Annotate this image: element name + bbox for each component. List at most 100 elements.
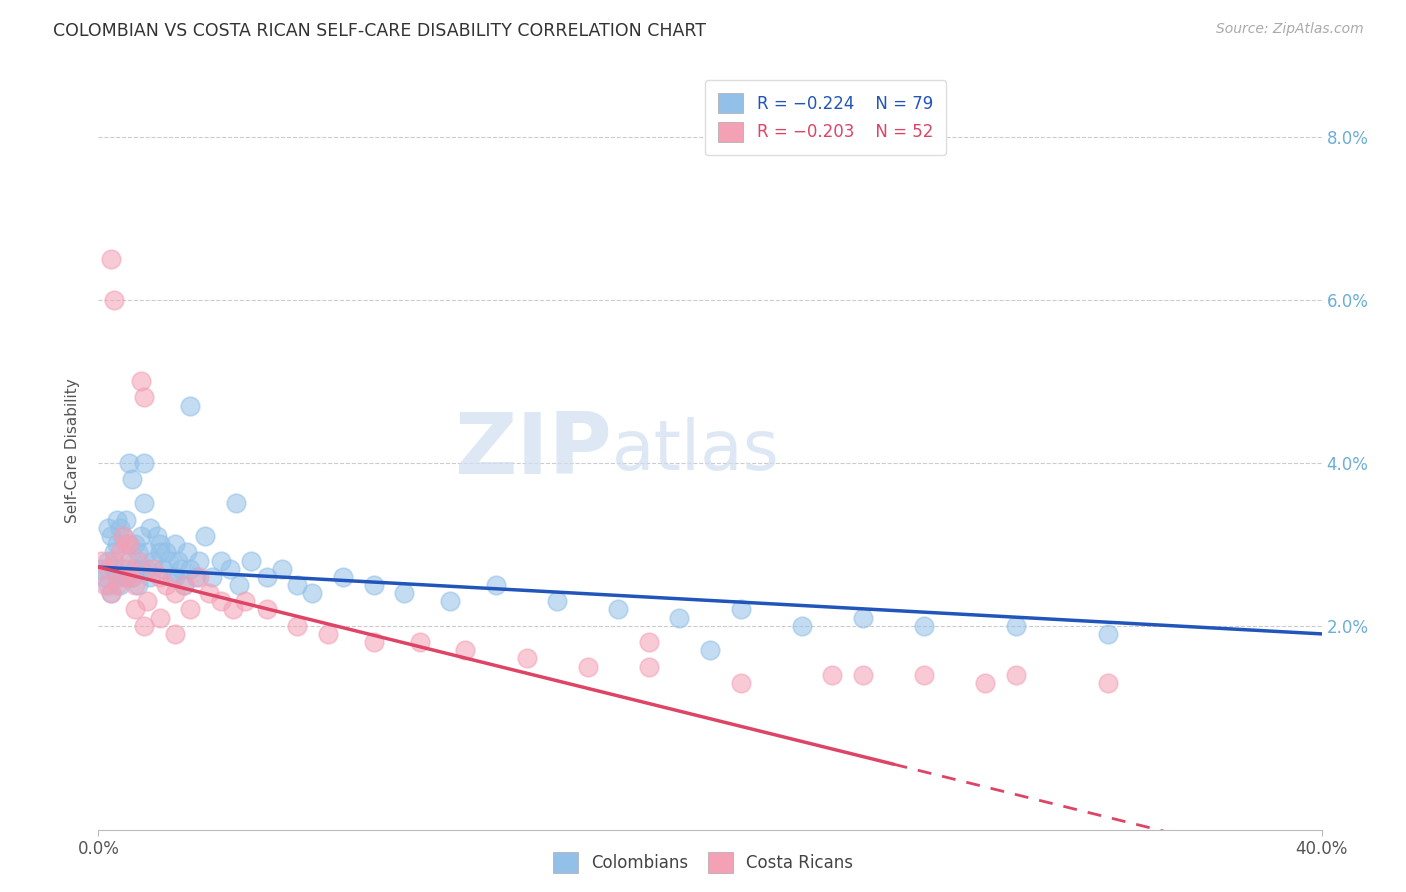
Point (134, 619, 156, 633)
Point (408, 635, 430, 649)
Point (316, 627, 339, 641)
Point (285, 578, 308, 592)
Point (149, 570, 172, 584)
Point (439, 594, 461, 608)
Point (699, 643, 721, 657)
Point (790, 619, 813, 633)
Point (121, 472, 143, 486)
Point (173, 578, 195, 592)
Point (576, 659, 599, 673)
Point (179, 562, 201, 576)
Y-axis label: Self-Care Disability: Self-Care Disability (65, 378, 80, 523)
Point (111, 570, 134, 584)
Point (179, 602, 201, 616)
Point (668, 610, 690, 624)
Point (103, 553, 125, 567)
Point (105, 570, 128, 584)
Point (108, 545, 131, 559)
Point (285, 619, 308, 633)
Point (129, 529, 152, 543)
Point (118, 456, 141, 470)
Point (1004, 667, 1026, 681)
Point (136, 562, 159, 576)
Text: ZIP: ZIP (454, 409, 612, 492)
Point (1097, 675, 1119, 690)
Point (105, 578, 128, 592)
Point (108, 521, 131, 535)
Point (100, 586, 122, 600)
Point (111, 529, 134, 543)
Point (546, 594, 568, 608)
Point (392, 586, 416, 600)
Point (225, 496, 247, 510)
Point (124, 602, 146, 616)
Point (912, 667, 935, 681)
Point (118, 553, 141, 567)
Point (97, 521, 120, 535)
Point (142, 562, 165, 576)
Point (852, 667, 875, 681)
Point (97, 562, 120, 576)
Point (637, 635, 661, 649)
Point (163, 586, 186, 600)
Point (200, 570, 222, 584)
Point (852, 610, 875, 624)
Point (121, 570, 143, 584)
Point (121, 570, 143, 584)
Point (124, 578, 146, 592)
Point (256, 602, 278, 616)
Point (607, 602, 630, 616)
Point (111, 562, 134, 576)
Point (97, 578, 120, 592)
Point (134, 496, 156, 510)
Text: Source: ZipAtlas.com: Source: ZipAtlas.com (1216, 22, 1364, 37)
Point (163, 537, 186, 551)
Point (170, 562, 193, 576)
Point (730, 675, 752, 690)
Point (222, 602, 245, 616)
Point (157, 553, 180, 567)
Point (93, 578, 115, 592)
Point (179, 399, 201, 413)
Point (100, 586, 122, 600)
Point (127, 578, 149, 592)
Point (974, 675, 997, 690)
Point (155, 545, 177, 559)
Point (256, 570, 278, 584)
Point (821, 667, 844, 681)
Point (134, 456, 156, 470)
Point (209, 553, 232, 567)
Point (194, 529, 217, 543)
Point (103, 562, 125, 576)
Point (115, 513, 138, 527)
Point (90, 553, 112, 567)
Point (100, 252, 122, 266)
Point (240, 553, 263, 567)
Point (136, 545, 159, 559)
Point (124, 562, 146, 576)
Point (485, 578, 508, 592)
Point (136, 594, 159, 608)
Point (637, 659, 661, 673)
Point (90, 562, 112, 576)
Point (270, 562, 292, 576)
Point (363, 635, 385, 649)
Point (228, 578, 250, 592)
Point (188, 570, 211, 584)
Point (105, 537, 128, 551)
Point (176, 545, 198, 559)
Point (912, 619, 935, 633)
Point (145, 529, 167, 543)
Point (111, 529, 134, 543)
Point (127, 545, 149, 559)
Point (209, 594, 232, 608)
Point (124, 537, 146, 551)
Legend: Colombians, Costa Ricans: Colombians, Costa Ricans (546, 846, 860, 880)
Point (163, 570, 186, 584)
Point (115, 570, 138, 584)
Point (108, 578, 131, 592)
Point (188, 553, 211, 567)
Point (97, 553, 120, 567)
Point (163, 627, 186, 641)
Point (149, 545, 172, 559)
